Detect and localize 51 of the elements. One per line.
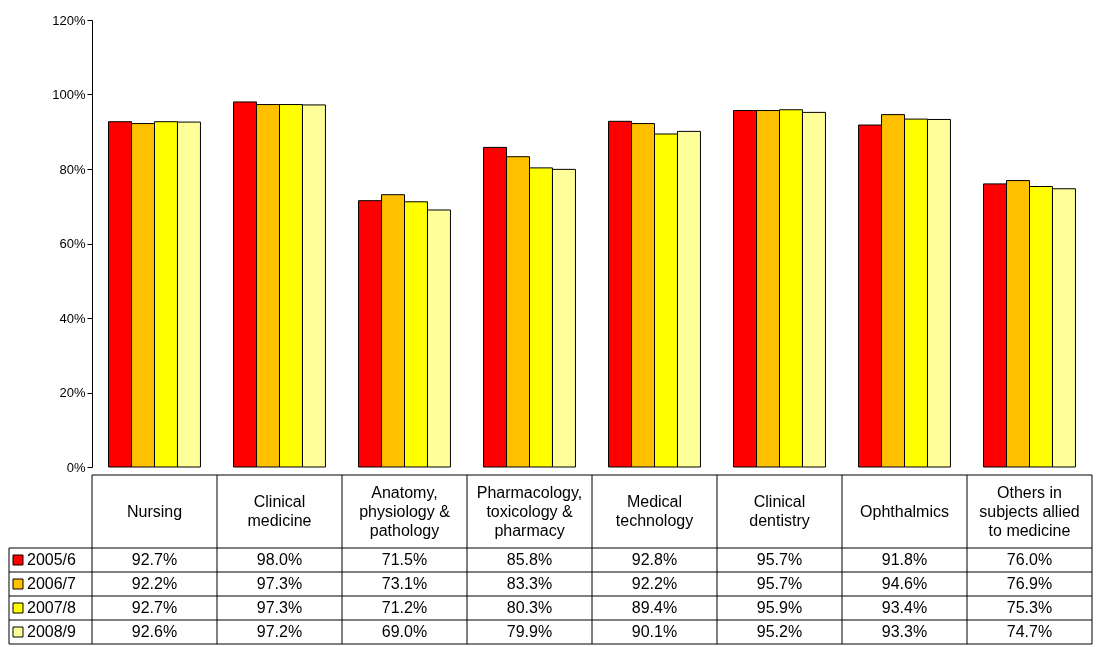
y-tick-label: 20% (59, 385, 86, 400)
y-tick-label: 100% (52, 87, 86, 102)
data-label: 85.8% (506, 551, 553, 568)
data-label: 92.8% (631, 551, 678, 568)
data-label: 98.0% (256, 551, 303, 568)
x-tick-label: Clinical dentistry (749, 493, 810, 529)
data-label: 89.4% (631, 599, 678, 616)
data-label: 71.5% (381, 551, 428, 568)
data-label: 95.2% (756, 623, 803, 640)
data-label: 74.7% (1006, 623, 1053, 640)
data-label: 79.9% (506, 623, 553, 640)
legend-label: 2005/6 (27, 551, 77, 568)
legend-label: 2007/8 (27, 599, 77, 616)
data-label: 76.0% (1006, 551, 1053, 568)
data-label: 95.7% (756, 575, 803, 592)
data-label: 91.8% (881, 551, 928, 568)
data-label: 92.2% (131, 575, 178, 592)
y-tick-label: 0% (66, 459, 86, 475)
data-label: 95.9% (756, 599, 803, 616)
data-label: 94.6% (881, 575, 928, 592)
legend-label: 2006/7 (27, 575, 77, 592)
x-tick-label: Clinical medicine (247, 493, 312, 529)
data-label: 93.4% (881, 599, 928, 616)
y-tick-label: 80% (59, 161, 86, 177)
data-label: 97.3% (256, 599, 303, 616)
x-tick-label: Pharmacology, toxicology & pharmacy (476, 483, 583, 539)
data-label: 69.0% (381, 623, 428, 640)
legend-label: 2008/9 (27, 623, 77, 640)
x-tick-label: Ophthalmics (860, 502, 949, 520)
data-label: 97.3% (256, 575, 303, 592)
y-tick-label: 120% (52, 12, 86, 28)
data-label: 76.9% (1006, 575, 1053, 592)
data-label: 93.3% (881, 623, 928, 640)
data-label: 71.2% (381, 599, 428, 616)
data-label: 92.7% (131, 551, 178, 568)
data-label: 92.6% (131, 623, 178, 640)
x-tick-label: Anatomy, physiology & pathology (359, 483, 451, 539)
data-label: 73.1% (381, 575, 428, 592)
data-label: 90.1% (631, 623, 678, 640)
y-tick-label: 40% (59, 310, 86, 326)
x-tick-label: Medical technology (615, 493, 694, 529)
data-label: 83.3% (506, 575, 553, 592)
data-label: 95.7% (756, 551, 803, 568)
data-label: 92.7% (131, 599, 178, 616)
x-tick-label: Others in subjects allied to medicine (979, 483, 1080, 539)
y-tick-label: 60% (59, 236, 86, 251)
data-label: 92.2% (631, 575, 678, 592)
data-label: 97.2% (256, 623, 303, 640)
x-tick-label: Nursing (126, 502, 183, 520)
data-label: 80.3% (506, 599, 553, 616)
data-label: 75.3% (1006, 599, 1053, 616)
